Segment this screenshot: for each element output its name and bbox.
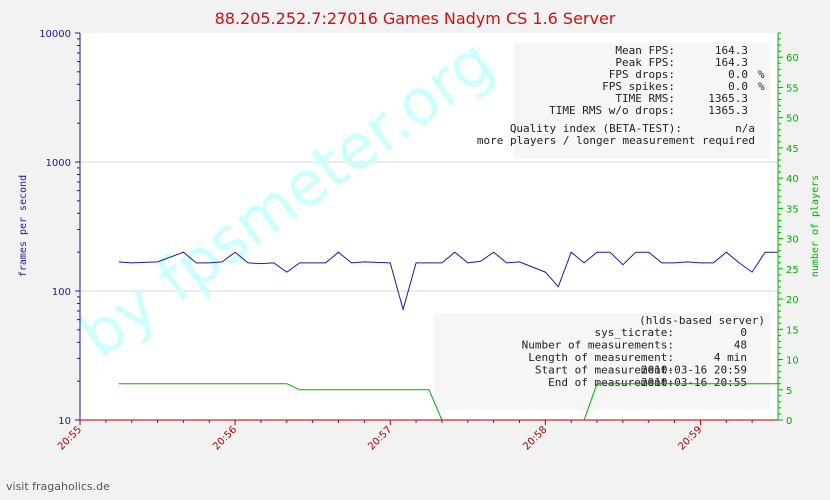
measurement-header: (hlds-based server)	[639, 314, 765, 327]
measurement-label: Start of measurement:	[535, 364, 674, 377]
series-layer	[118, 251, 778, 421]
measurement-box-bg	[434, 313, 770, 410]
y2-axis-ticks: 0 5 10 15 20 25 30 35 40 45 50 55 60	[778, 32, 799, 427]
measurement-value: 2010-03-16 20:59	[641, 364, 747, 377]
y2-tick-label: 15	[786, 325, 799, 336]
y2-tick-label: 25	[786, 265, 799, 276]
measurement-box: (hlds-based server)sys_ticrate: 0 Number o…	[434, 313, 770, 410]
y2-tick-label: 5	[786, 386, 792, 397]
measurement-label: Length of measurement:	[528, 351, 674, 364]
fps-stats-box: Mean FPS: 164.3 Peak FPS: 164.3 FPS drops: 0.…	[477, 43, 770, 159]
stat-value: 164.3	[715, 44, 748, 57]
stat-value: 0.0	[728, 68, 748, 81]
stat-value: 1365.3	[708, 92, 748, 105]
stat-unit: %	[758, 68, 765, 81]
players-series-line	[118, 383, 778, 421]
y-tick-label: 10	[58, 416, 71, 427]
fps-series-line	[118, 251, 778, 312]
stat-value: 0.0	[728, 80, 748, 93]
stat-value: 1365.3	[708, 104, 748, 117]
y-tick-label: 1000	[46, 158, 71, 169]
y2-axis-label: number of players	[810, 175, 821, 277]
y2-tick-label: 60	[786, 53, 799, 64]
measurement-label: Number of measurements:	[522, 339, 674, 352]
y2-tick-label: 55	[786, 83, 799, 94]
quality-note: more players / longer measurement requir…	[477, 134, 755, 147]
stats-box-bg	[514, 43, 770, 159]
stat-label: Peak FPS:	[615, 56, 675, 69]
stat-label: FPS drops:	[609, 68, 675, 81]
y2-tick-label: 45	[786, 144, 799, 155]
stat-label: FPS spikes:	[602, 80, 675, 93]
y-axis-label: frames per second	[18, 175, 29, 277]
measurement-value: 2010-03-16 20:55	[641, 376, 747, 389]
measurement-value: 48	[734, 339, 747, 352]
y-tick-label: 10000	[39, 29, 71, 40]
measurement-label: End of measurement:	[548, 376, 674, 389]
quality-label: Quality index (BETA-TEST):	[510, 122, 682, 135]
y2-tick-label: 0	[786, 416, 792, 427]
y2-tick-label: 10	[786, 356, 799, 367]
stat-unit: %	[758, 80, 765, 93]
y-axis-ticks: 10 100 1000 10000	[39, 29, 80, 427]
measurement-label: sys_ticrate:	[595, 326, 674, 339]
y2-tick-label: 35	[786, 204, 799, 215]
stat-label: TIME RMS:	[615, 92, 675, 105]
y2-tick-label: 20	[786, 295, 799, 306]
quality-value: n/a	[735, 122, 755, 135]
stat-label: Mean FPS:	[615, 44, 675, 57]
stat-value: 164.3	[715, 56, 748, 69]
measurement-value: 0	[740, 326, 747, 339]
y-tick-label: 100	[52, 287, 71, 298]
y2-tick-label: 50	[786, 114, 799, 125]
chart-title: 88.205.252.7:27016 Games Nadym CS 1.6 Se…	[215, 9, 616, 28]
measurement-value: 4 min	[714, 351, 747, 364]
y2-tick-label: 40	[786, 174, 799, 185]
footer-link[interactable]: visit fragaholics.de	[6, 480, 110, 493]
y2-tick-label: 30	[786, 235, 799, 246]
stat-label: TIME RMS w/o drops:	[549, 104, 675, 117]
grid	[80, 161, 778, 292]
